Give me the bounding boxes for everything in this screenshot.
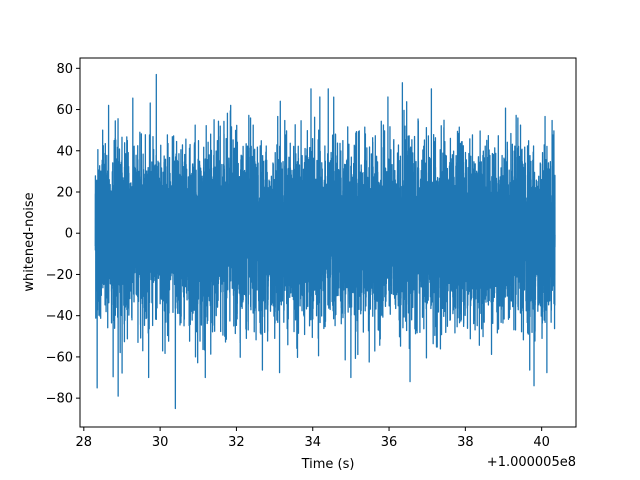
x-tick-label: 30 bbox=[152, 435, 169, 450]
x-tick-label: 32 bbox=[228, 435, 245, 450]
series-line bbox=[94, 73, 556, 410]
y-tick-label: 80 bbox=[56, 62, 73, 77]
y-tick-label: 0 bbox=[65, 227, 73, 242]
y-tick-label: 40 bbox=[56, 144, 73, 159]
x-axis: 28 30 32 34 36 38 40 bbox=[76, 427, 550, 450]
x-tick-label: 40 bbox=[533, 435, 550, 450]
x-tick-label: 36 bbox=[381, 435, 398, 450]
y-tick-label: 20 bbox=[56, 185, 73, 200]
x-tick-label: 34 bbox=[304, 435, 321, 450]
y-tick-label: −60 bbox=[46, 350, 73, 365]
x-tick-label: 28 bbox=[76, 435, 93, 450]
x-axis-offset-label: +1.000005e8 bbox=[487, 455, 576, 470]
y-tick-label: −40 bbox=[46, 309, 73, 324]
x-tick-label: 38 bbox=[457, 435, 474, 450]
series-group bbox=[94, 73, 556, 410]
y-axis-label: whitened-noise bbox=[22, 192, 37, 291]
plot-frame bbox=[79, 57, 577, 428]
y-tick-label: 60 bbox=[56, 103, 73, 118]
x-axis-label: Time (s) bbox=[301, 457, 355, 472]
y-axis: −80 −60 −40 −20 0 20 40 60 80 bbox=[46, 62, 80, 407]
y-tick-label: −20 bbox=[46, 268, 73, 283]
y-tick-label: −80 bbox=[46, 392, 73, 407]
